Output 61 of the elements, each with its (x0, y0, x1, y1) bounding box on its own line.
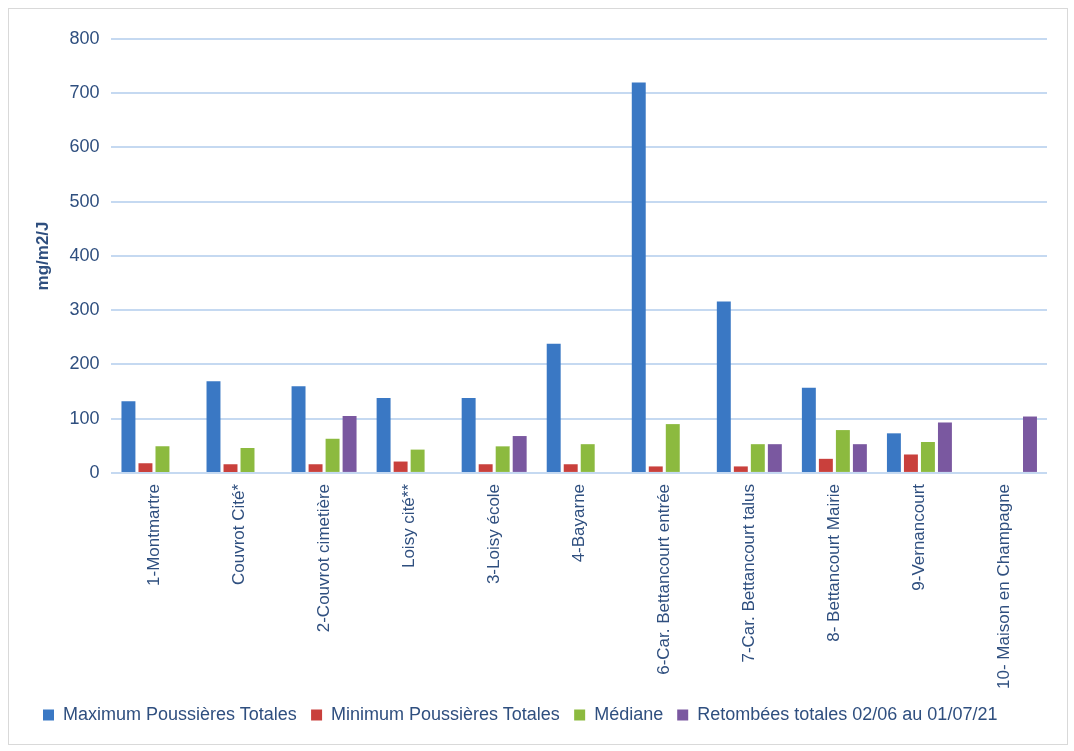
bar (155, 446, 170, 472)
bar (580, 444, 595, 472)
x-tick-label: 8- Bettancourt Mairie (824, 483, 844, 642)
bar (801, 387, 816, 472)
bar (376, 398, 391, 472)
bar (121, 401, 136, 472)
bar (138, 463, 153, 472)
legend-label: Médiane (594, 703, 664, 724)
legend-label: Minimum Poussières Totales (331, 703, 560, 724)
y-tick-label: 200 (69, 353, 100, 374)
x-tick-label: 2-Couvrot cimetière (313, 483, 333, 633)
bar (393, 461, 408, 472)
bar (325, 438, 340, 472)
bar (410, 449, 425, 472)
bar (767, 444, 782, 472)
bar (342, 415, 357, 472)
x-tick-label: 1-Montmartre (143, 483, 163, 586)
bar (495, 446, 510, 472)
bar (308, 464, 323, 472)
y-tick-label: 300 (69, 299, 100, 320)
x-tick-label: Loisy cité** (398, 483, 418, 569)
x-tick-label: 3-Loisy école (483, 483, 503, 585)
bar (648, 466, 663, 472)
y-tick-label: 500 (69, 190, 100, 211)
bar (461, 398, 476, 472)
bar (546, 343, 561, 472)
bar (920, 442, 935, 472)
x-tick-label: 4-Bayarne (568, 483, 588, 563)
bar (665, 424, 680, 472)
bar (903, 454, 918, 472)
bar (750, 444, 765, 472)
x-tick-label: 6-Car. Bettancourt entrée (653, 483, 673, 675)
bar (563, 464, 578, 472)
bar (291, 386, 306, 472)
bar (512, 436, 527, 472)
bar (478, 464, 493, 472)
legend-label: Retombées totales 02/06 au 01/07/21 (697, 703, 998, 724)
y-tick-label: 700 (69, 82, 100, 103)
y-tick-label: 600 (69, 136, 100, 157)
y-tick-label: 400 (69, 244, 100, 265)
bar (206, 381, 221, 472)
y-axis-title: mg/m2/J (32, 221, 52, 291)
bar (818, 458, 833, 472)
x-tick-label: Couvrot Cité* (228, 483, 248, 586)
x-tick-label: 7-Car. Bettancourt talus (739, 483, 759, 663)
y-tick-label: 100 (69, 407, 100, 428)
bar (937, 422, 952, 472)
y-tick-label: 800 (69, 27, 100, 48)
bar (835, 430, 850, 472)
bar (1023, 416, 1037, 472)
bar (733, 466, 748, 472)
bar (886, 433, 901, 472)
bar (631, 82, 646, 472)
bar (240, 447, 255, 472)
legend-label: Maximum Poussières Totales (63, 703, 297, 724)
x-tick-label: 9-Vernancourt (909, 483, 929, 591)
x-tick-label: 10- Maison en Champagne (994, 483, 1014, 690)
bar (716, 301, 731, 472)
bar (852, 444, 867, 472)
bar (223, 464, 238, 472)
y-tick-label: 0 (89, 461, 100, 482)
